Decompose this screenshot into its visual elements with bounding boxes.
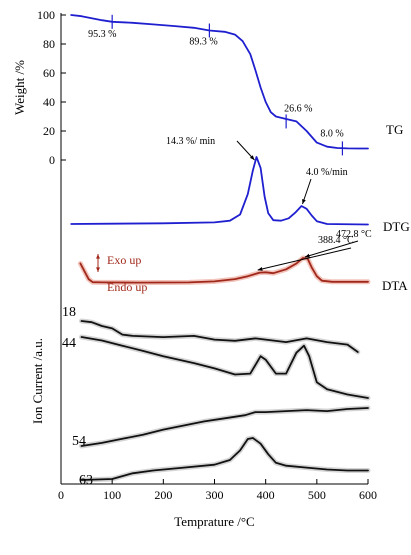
tg-step-label: 26.6 % [284, 103, 312, 114]
exo-up-label: Exo up [107, 253, 141, 267]
series-label-m-z-54: 54 [72, 434, 86, 449]
series-label-m-z-63: 63 [79, 473, 93, 488]
dta-peak-label: 388.4 °C [318, 235, 354, 246]
tg-step-label: 95.3 % [88, 29, 116, 40]
x-tick-label: 500 [308, 488, 326, 502]
annotation-arrowhead [249, 155, 255, 160]
series-label-m-z-44: 44 [62, 336, 76, 351]
tg-step-label: 8.0 % [320, 128, 343, 139]
y-tick-label: 20 [43, 124, 55, 138]
annotation-arrowhead [302, 198, 306, 204]
dtg-line [70, 156, 369, 226]
x-tick-label: 600 [359, 488, 377, 502]
dta-line [79, 257, 369, 284]
m-z-44-line [80, 336, 369, 399]
y-tick-label: 80 [43, 37, 55, 51]
endo-up-label: Endo up [107, 280, 147, 294]
x-tick-label: 100 [103, 488, 121, 502]
y-tick-label: 40 [43, 95, 55, 109]
y-axis-label-ion: Ion Current /a.u. [30, 338, 45, 424]
y-tick-label: 100 [37, 8, 55, 22]
dtg-peak-label: 14.3 %/ min [166, 136, 215, 147]
y-tick-label: 0 [49, 153, 55, 167]
x-axis-label: Temprature /°C [174, 514, 254, 529]
tg-step-label: 89.3 % [189, 37, 217, 48]
y-tick-label: 60 [43, 66, 55, 80]
series-label-m-z-18: 18 [62, 305, 76, 320]
annotation-arrowhead [304, 253, 310, 258]
m-z-18-line [80, 320, 359, 353]
x-tick-label: 200 [154, 488, 172, 502]
dta-peak-label: 472.8 °C [336, 229, 372, 240]
annotation-arrow [257, 247, 352, 271]
m-z-54-line [80, 407, 369, 447]
series-label-dtg: DTG [383, 219, 410, 234]
x-tick-label: 300 [206, 488, 224, 502]
annotation-arrowhead [257, 267, 263, 271]
series-label-dta: DTA [382, 278, 408, 293]
annotation-arrowhead [96, 267, 100, 272]
tg-line [70, 14, 369, 150]
m-z-63-line [80, 437, 369, 481]
x-tick-label: 400 [257, 488, 275, 502]
x-tick-label: 0 [58, 488, 64, 502]
dtg-peak-label: 4.0 %/min [306, 167, 348, 178]
series-label-tg: TG [386, 122, 403, 137]
annotation-arrow [304, 240, 359, 258]
y-axis-label-weight: Weight /% [12, 60, 27, 115]
